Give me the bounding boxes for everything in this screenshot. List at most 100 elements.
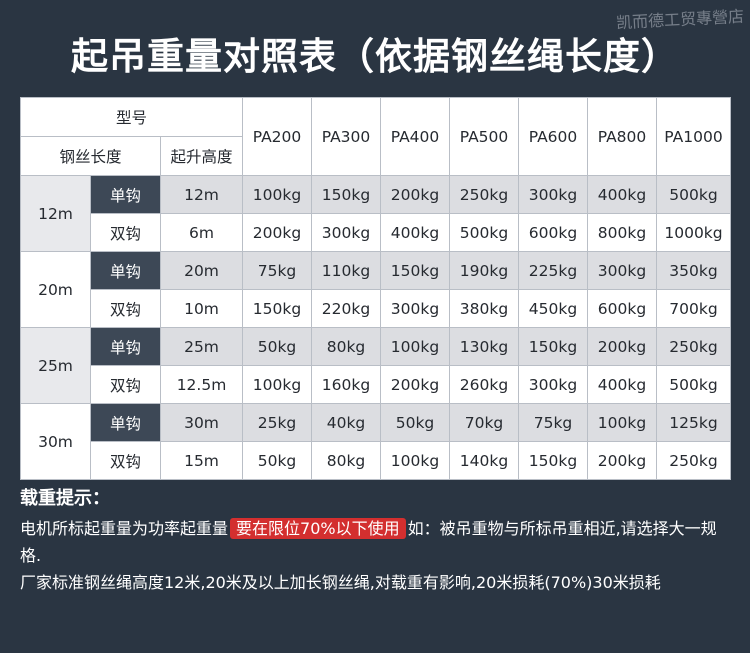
load-value-cell: 125kg xyxy=(656,403,731,442)
load-value-cell: 140kg xyxy=(449,441,519,480)
load-value-cell: 80kg xyxy=(311,441,381,480)
lift-height-cell: 15m xyxy=(160,441,243,480)
lift-height-cell: 20m xyxy=(160,251,243,290)
load-value-cell: 300kg xyxy=(518,175,588,214)
load-value-cell: 75kg xyxy=(242,251,312,290)
hook-type-cell: 单钩 xyxy=(90,327,161,366)
load-value-cell: 200kg xyxy=(380,365,450,404)
hook-type-cell: 双钩 xyxy=(90,289,161,328)
load-value-cell: 600kg xyxy=(587,289,657,328)
load-value-cell: 50kg xyxy=(242,327,312,366)
load-value-cell: 250kg xyxy=(449,175,519,214)
model-column-header: PA1000 xyxy=(656,97,731,176)
load-value-cell: 200kg xyxy=(587,327,657,366)
load-value-cell: 600kg xyxy=(518,213,588,252)
load-value-cell: 100kg xyxy=(242,365,312,404)
load-value-cell: 150kg xyxy=(518,441,588,480)
load-value-cell: 50kg xyxy=(242,441,312,480)
hook-type-cell: 双钩 xyxy=(90,365,161,404)
model-column-header: PA200 xyxy=(242,97,312,176)
notes-line-1-text: 电机所标起重量为功率起重量 xyxy=(20,519,229,538)
table-row: 12m 单钩 12m 100kg 150kg 200kg 250kg 300kg 400kg 50… xyxy=(20,175,731,252)
notes-line-1-rest: 如：被吊重物与所标吊重相近,请选择大一规格. xyxy=(20,519,717,565)
notes-line-2: 厂家标准钢丝绳高度12米,20米及以上加长钢丝绳,对载重有影响,20米损耗(70… xyxy=(20,573,661,592)
lift-height-cell: 10m xyxy=(160,289,243,328)
table-row: 双钩 10m 150kg 220kg 300kg 380kg 450kg 600kg 700kg xyxy=(21,289,731,328)
notes-title: 载重提示： xyxy=(20,488,110,509)
table-row: 双钩 12.5m 100kg 160kg 200kg 260kg 300kg 400kg 500… xyxy=(21,365,731,404)
load-value-cell: 1000kg xyxy=(656,213,731,252)
page-title: 起吊重量对照表（依据钢丝绳长度） xyxy=(71,35,679,78)
height-header: 起升高度 xyxy=(160,136,243,176)
load-value-cell: 380kg xyxy=(449,289,519,328)
load-value-cell: 250kg xyxy=(656,441,731,480)
load-value-cell: 220kg xyxy=(311,289,381,328)
load-value-cell: 190kg xyxy=(449,251,519,290)
load-value-cell: 80kg xyxy=(311,327,381,366)
load-value-cell: 225kg xyxy=(518,251,588,290)
load-value-cell: 300kg xyxy=(587,251,657,290)
rope-length-cell: 12m xyxy=(20,175,91,252)
load-value-cell: 400kg xyxy=(380,213,450,252)
model-column-header: PA600 xyxy=(518,97,588,176)
load-value-cell: 400kg xyxy=(587,365,657,404)
load-value-cell: 75kg xyxy=(518,403,588,442)
load-value-cell: 300kg xyxy=(311,213,381,252)
load-value-cell: 500kg xyxy=(656,175,731,214)
load-value-cell: 150kg xyxy=(242,289,312,328)
load-value-cell: 100kg xyxy=(242,175,312,214)
load-value-cell: 500kg xyxy=(656,365,731,404)
lift-height-cell: 12.5m xyxy=(160,365,243,404)
hook-type-cell: 单钩 xyxy=(90,403,161,442)
lift-height-cell: 6m xyxy=(160,213,243,252)
load-value-cell: 350kg xyxy=(656,251,731,290)
notes-block: 载重提示： 电机所标起重量为功率起重量 要在限位70%以下使用 如：被吊重物与所标吊… xyxy=(20,484,732,596)
load-value-cell: 150kg xyxy=(518,327,588,366)
load-table: 型号 PA200 PA300 PA400 PA500 PA600 PA800 P… xyxy=(20,97,731,480)
table-row: 25m 单钩 25m 50kg 80kg 100kg 130kg 150kg 200kg 250k… xyxy=(20,327,731,404)
load-value-cell: 250kg xyxy=(656,327,731,366)
load-value-cell: 450kg xyxy=(518,289,588,328)
rope-length-cell: 30m xyxy=(20,403,91,480)
model-header: 型号 xyxy=(20,97,243,137)
hook-type-cell: 单钩 xyxy=(90,175,161,214)
load-value-cell: 110kg xyxy=(311,251,381,290)
load-value-cell: 160kg xyxy=(311,365,381,404)
hook-type-cell: 双钩 xyxy=(90,441,161,480)
highlight-badge: 要在限位70%以下使用 xyxy=(230,518,406,539)
length-header: 钢丝长度 xyxy=(20,136,161,176)
load-value-cell: 100kg xyxy=(380,441,450,480)
load-value-cell: 200kg xyxy=(242,213,312,252)
table-row: 双钩 15m 50kg 80kg 100kg 140kg 150kg 200kg 250kg xyxy=(21,441,731,480)
load-value-cell: 50kg xyxy=(380,403,450,442)
load-value-cell: 150kg xyxy=(380,251,450,290)
lift-height-cell: 25m xyxy=(160,327,243,366)
lift-height-cell: 30m xyxy=(160,403,243,442)
notes-line-1: 电机所标起重量为功率起重量 要在限位70%以下使用 如：被吊重物与所标吊重相近,请选… xyxy=(20,515,732,569)
load-value-cell: 130kg xyxy=(449,327,519,366)
load-value-cell: 25kg xyxy=(242,403,312,442)
load-value-cell: 200kg xyxy=(587,441,657,480)
load-value-cell: 700kg xyxy=(656,289,731,328)
load-value-cell: 40kg xyxy=(311,403,381,442)
lift-height-cell: 12m xyxy=(160,175,243,214)
load-value-cell: 100kg xyxy=(380,327,450,366)
model-column-header: PA800 xyxy=(587,97,657,176)
table-row: 30m 单钩 30m 25kg 40kg 50kg 70kg 75kg 100kg 125kg xyxy=(20,403,731,480)
rope-length-cell: 20m xyxy=(20,251,91,328)
hook-type-cell: 单钩 xyxy=(90,251,161,290)
load-value-cell: 300kg xyxy=(380,289,450,328)
load-value-cell: 800kg xyxy=(587,213,657,252)
load-value-cell: 300kg xyxy=(518,365,588,404)
load-value-cell: 200kg xyxy=(380,175,450,214)
model-column-header: PA400 xyxy=(380,97,450,176)
load-value-cell: 260kg xyxy=(449,365,519,404)
load-value-cell: 100kg xyxy=(587,403,657,442)
rope-length-cell: 25m xyxy=(20,327,91,404)
table-row: 20m 单钩 20m 75kg 110kg 150kg 190kg 225kg 300kg 350… xyxy=(20,251,731,328)
load-value-cell: 400kg xyxy=(587,175,657,214)
table-row: 双钩 6m 200kg 300kg 400kg 500kg 600kg 800kg 1000kg xyxy=(21,213,731,252)
hook-type-cell: 双钩 xyxy=(90,213,161,252)
model-column-header: PA500 xyxy=(449,97,519,176)
load-value-cell: 70kg xyxy=(449,403,519,442)
